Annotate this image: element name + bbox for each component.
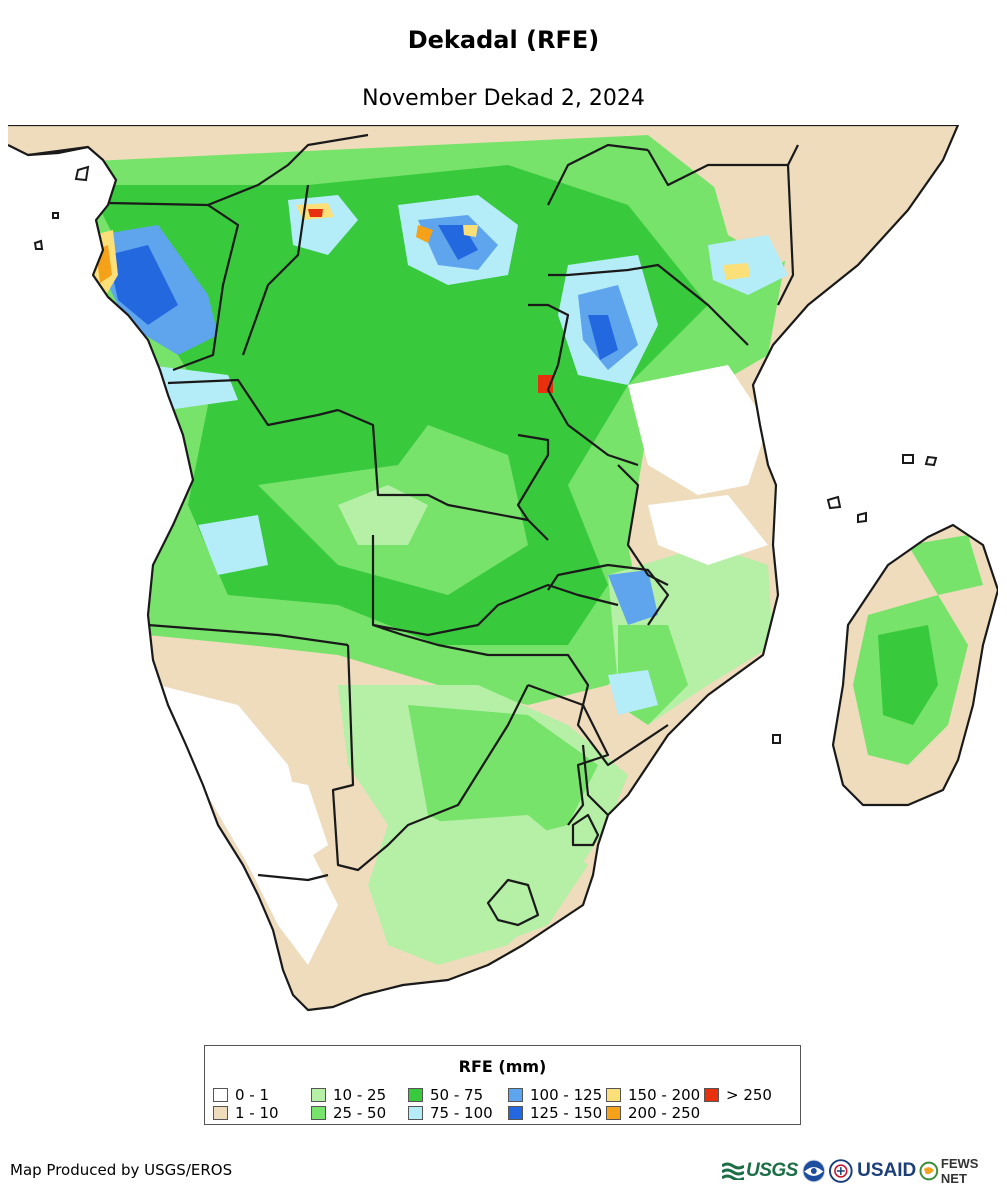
fews-net-logo: FEWS NET bbox=[919, 1156, 1007, 1186]
legend-item-0-1: 0 - 1 bbox=[213, 1086, 269, 1104]
legend-swatch bbox=[606, 1088, 621, 1102]
legend-label: 50 - 75 bbox=[430, 1086, 484, 1104]
usgs-wave-icon bbox=[722, 1162, 744, 1180]
legend-swatch bbox=[508, 1088, 523, 1102]
legend-label: 25 - 50 bbox=[333, 1104, 387, 1122]
legend-swatch bbox=[704, 1088, 719, 1102]
legend-swatch bbox=[213, 1106, 228, 1120]
legend: RFE (mm) 0 - 1 1 - 10 10 - 25 25 - 50 50… bbox=[204, 1045, 801, 1125]
legend-label: 100 - 125 bbox=[530, 1086, 603, 1104]
usgs-logo: USGS bbox=[722, 1160, 798, 1182]
legend-item-100-125: 100 - 125 bbox=[508, 1086, 602, 1104]
legend-item-50-75: 50 - 75 bbox=[408, 1086, 483, 1104]
legend-item-gt-250: > 250 bbox=[704, 1086, 772, 1104]
usaid-seal-icon bbox=[829, 1159, 854, 1183]
legend-swatch bbox=[311, 1106, 326, 1120]
map-credit: Map Produced by USGS/EROS bbox=[10, 1161, 233, 1179]
noaa-logo-icon bbox=[802, 1159, 825, 1183]
legend-item-75-100: 75 - 100 bbox=[408, 1104, 493, 1122]
legend-swatch bbox=[508, 1106, 523, 1120]
legend-title: RFE (mm) bbox=[458, 1057, 547, 1076]
map-subtitle: November Dekad 2, 2024 bbox=[362, 86, 645, 111]
legend-item-25-50: 25 - 50 bbox=[311, 1104, 386, 1122]
legend-swatch bbox=[606, 1106, 621, 1120]
legend-label: 200 - 250 bbox=[628, 1104, 701, 1122]
legend-swatch bbox=[311, 1088, 326, 1102]
usgs-text: USGS bbox=[746, 1160, 798, 1181]
legend-swatch bbox=[408, 1088, 423, 1102]
usaid-logo: USAID bbox=[857, 1160, 917, 1181]
legend-label: 150 - 200 bbox=[628, 1086, 701, 1104]
rainfall-map bbox=[8, 125, 998, 1012]
map-title: Dekadal (RFE) bbox=[407, 26, 600, 54]
legend-item-200-250: 200 - 250 bbox=[606, 1104, 700, 1122]
legend-label: 0 - 1 bbox=[235, 1086, 270, 1104]
legend-label: 75 - 100 bbox=[430, 1104, 493, 1122]
partner-logos: USGS USAID FEWS NET bbox=[722, 1156, 1007, 1186]
legend-item-1-10: 1 - 10 bbox=[213, 1104, 279, 1122]
legend-item-125-150: 125 - 150 bbox=[508, 1104, 602, 1122]
fews-text: FEWS NET bbox=[940, 1156, 979, 1186]
legend-label: > 250 bbox=[726, 1086, 772, 1104]
legend-item-10-25: 10 - 25 bbox=[311, 1086, 386, 1104]
fews-globe-icon bbox=[919, 1161, 939, 1181]
legend-swatch bbox=[213, 1088, 228, 1102]
legend-label: 10 - 25 bbox=[333, 1086, 387, 1104]
legend-item-150-200: 150 - 200 bbox=[606, 1086, 700, 1104]
legend-swatch bbox=[408, 1106, 423, 1120]
legend-label: 1 - 10 bbox=[235, 1104, 279, 1122]
legend-label: 125 - 150 bbox=[530, 1104, 603, 1122]
